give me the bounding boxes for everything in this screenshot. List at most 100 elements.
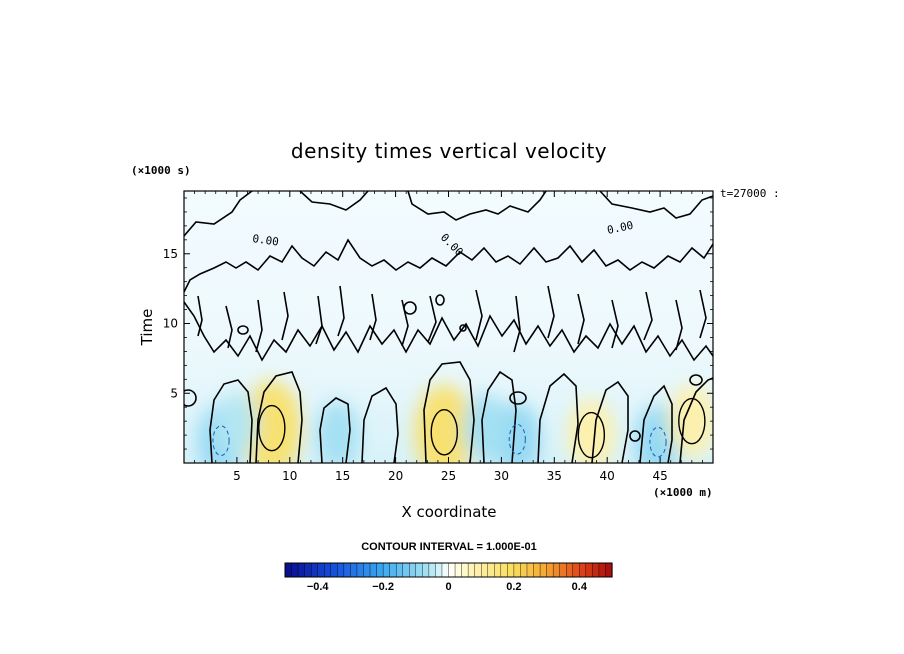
colorbar-tick-2: −0.2 [372, 581, 394, 593]
y-tick-1: 5 [170, 386, 178, 400]
colorbar-swatch [513, 562, 522, 578]
x-tick-8: 40 [600, 469, 615, 483]
field-blob-7 [668, 384, 713, 458]
colorbar-swatch [291, 562, 299, 578]
colorbar-swatch [526, 562, 535, 578]
positive-contour-2 [430, 409, 459, 456]
colorbar-tick-1: −0.4 [307, 581, 330, 593]
colorbar-swatch [585, 562, 593, 578]
data-contours [212, 397, 706, 459]
colorbar-swatch [330, 562, 338, 578]
colorbar-swatch [317, 562, 325, 578]
colorbar-swatch [507, 562, 515, 578]
colorbar-swatch [500, 562, 508, 578]
negative-contour-4 [508, 423, 526, 455]
colorbar-swatch [487, 562, 495, 578]
contour-label-3: 0.00 [606, 219, 635, 237]
x-tick-1: 5 [233, 469, 241, 483]
zero-contour-middle [184, 238, 713, 293]
colorbar-swatch [324, 562, 332, 578]
x-tick-3: 15 [335, 469, 350, 483]
colorbar-swatch [337, 562, 345, 578]
zero-contour-columns [209, 361, 713, 463]
colorbar-swatch [448, 562, 456, 578]
colorbar-swatch [382, 562, 391, 578]
colorbar-swatch [389, 562, 397, 578]
chart-title: density times vertical velocity [291, 139, 607, 163]
colorbar-swatch [579, 562, 587, 578]
colorbar-swatch [356, 562, 365, 578]
colorbar-tick-4: 0.2 [506, 581, 521, 593]
colorbar-swatch [481, 562, 489, 578]
colorbar-swatch [435, 562, 443, 578]
x-tick-9: 45 [652, 469, 667, 483]
colorbar-swatch [552, 562, 561, 578]
colorbar-swatch [533, 562, 541, 578]
colorbar-swatch [559, 562, 567, 578]
axis-ticks [184, 191, 713, 463]
colorbar-swatch [369, 562, 378, 578]
colorbar-swatch [304, 562, 312, 578]
colorbar-swatch [592, 562, 600, 578]
colorbar-swatch [343, 562, 351, 578]
zero-contour-upper [184, 191, 713, 237]
x-tick-2: 10 [282, 469, 297, 483]
colorbar-swatch [566, 562, 574, 578]
colorbar-swatch [415, 562, 423, 578]
colorbar-swatch [467, 562, 476, 578]
x-tick-6: 30 [494, 469, 509, 483]
colorbar-swatch [474, 562, 482, 578]
positive-contour-7 [678, 397, 706, 445]
contour-label-1: 0.00 [252, 232, 280, 249]
colorbar-swatch [395, 562, 404, 578]
positive-contour-1 [258, 404, 286, 452]
colorbar-swatch [546, 562, 554, 578]
colorbar-swatch [350, 562, 358, 578]
colorbar-swatch [402, 562, 410, 578]
field-blob-9 [463, 394, 508, 463]
y-unit-label: (×1000 s) [131, 164, 191, 177]
negative-contour-5 [649, 426, 667, 458]
colorbar-swatch [520, 562, 528, 578]
x-tick-7: 35 [547, 469, 562, 483]
time-annotation: t=27000 : [720, 187, 780, 200]
colorbar-swatch [494, 562, 502, 578]
zero-contour-streaks [197, 285, 707, 353]
colorbar-swatch [428, 562, 437, 578]
colorbar-swatch [572, 562, 580, 578]
x-tick-4: 20 [388, 469, 403, 483]
colorbar [284, 562, 613, 578]
colorbar-swatch [376, 562, 384, 578]
plot-area: 0.00 0.00 0.00 [183, 190, 714, 464]
colorbar-swatch [297, 562, 306, 578]
colorbar-swatch [441, 562, 450, 578]
colorbar-swatch [598, 562, 607, 578]
contour-lines [184, 191, 713, 463]
colorbar-swatch [284, 562, 293, 578]
colorbar-swatch [605, 562, 613, 578]
x-tick-5: 25 [441, 469, 456, 483]
y-axis-label: Time [138, 309, 156, 347]
field-blob-10 [216, 392, 258, 456]
positive-contour-6 [577, 411, 606, 459]
negative-contour-3 [212, 425, 230, 457]
colorbar-swatch [422, 562, 430, 578]
y-tick-2: 10 [163, 317, 178, 331]
y-tick-3: 15 [163, 247, 178, 261]
colorbar-swatch [363, 562, 371, 578]
field-blob-2 [414, 384, 474, 463]
colorbar-swatch [461, 562, 469, 578]
contour-interval: CONTOUR INTERVAL = 1.000E-01 [361, 541, 537, 553]
colorbar-swatch [454, 562, 463, 578]
zero-contour-loops [184, 294, 703, 442]
x-axis-label: X coordinate [401, 503, 496, 521]
colorbar-frame [284, 562, 613, 578]
zero-contour-lower [184, 301, 713, 362]
colorbar-swatch [539, 562, 548, 578]
colorbar-tick-5: 0.4 [572, 581, 588, 593]
x-unit-label: (×1000 m) [653, 486, 713, 499]
colorbar-swatch [310, 562, 319, 578]
colorbar-tick-3: 0 [445, 581, 451, 593]
colorbar-swatch [409, 562, 417, 578]
